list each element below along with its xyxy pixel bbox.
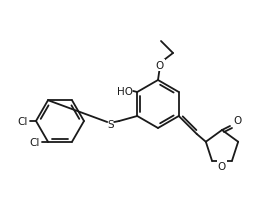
Text: O: O [156, 61, 164, 71]
Text: Cl: Cl [30, 137, 40, 147]
Text: Cl: Cl [18, 116, 28, 126]
Text: O: O [233, 115, 241, 125]
Text: O: O [156, 61, 164, 71]
Text: S: S [107, 119, 114, 129]
Text: HO: HO [117, 87, 133, 97]
Text: O: O [218, 161, 226, 171]
Text: O: O [218, 161, 226, 171]
Text: O: O [233, 115, 241, 125]
